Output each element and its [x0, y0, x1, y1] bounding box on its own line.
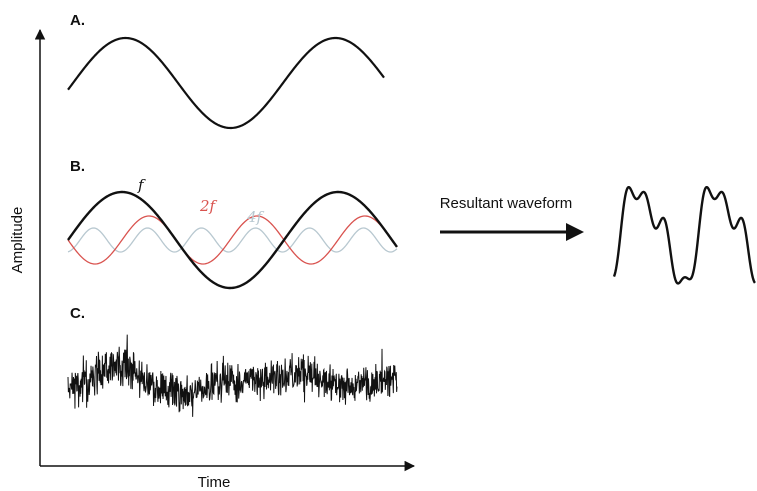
panel-c-label: C.: [70, 305, 85, 322]
resultant-arrow-label: Resultant waveform: [440, 195, 573, 212]
resultant-arrow-head: [566, 223, 584, 241]
panel-c-noise-signal: [67, 334, 398, 417]
panel-b-4f-label: 4f: [246, 208, 265, 226]
panel-b-f-wave: [67, 190, 398, 290]
panel-b-2f-label: 2f: [199, 197, 218, 215]
panel-b-4f-wave: [67, 227, 398, 253]
panel-b-f-label: f: [137, 176, 146, 194]
y-axis-label: Amplitude: [9, 207, 26, 274]
panel-a-sine-wave: [67, 36, 385, 130]
x-axis-label: Time: [198, 474, 231, 491]
resultant-waveform: [612, 185, 756, 285]
panel-a-label: A.: [70, 12, 85, 29]
panel-b-2f-wave: [67, 215, 398, 265]
panel-b-label: B.: [70, 158, 85, 175]
